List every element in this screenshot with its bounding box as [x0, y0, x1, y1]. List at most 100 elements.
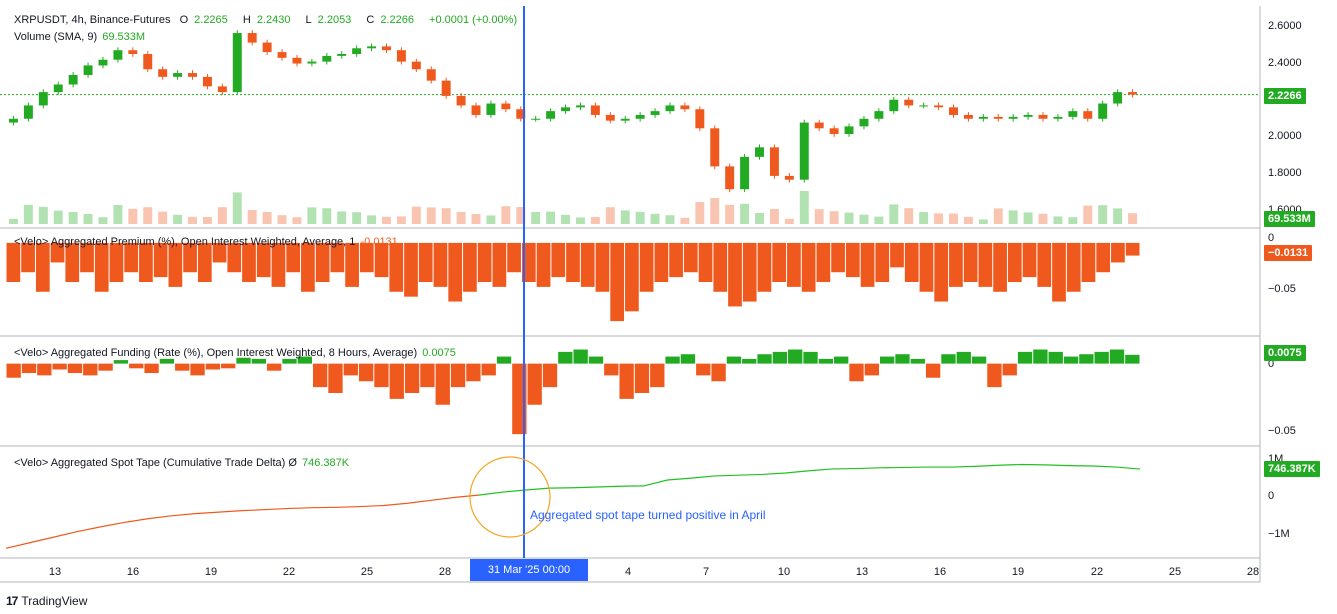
premium-bar — [669, 242, 683, 278]
funding-bar — [941, 354, 956, 364]
spot-value: 746.387K — [302, 457, 350, 469]
ohlc-open: O 2.2265 — [179, 14, 228, 26]
x-axis-label: 19 — [204, 566, 218, 578]
volume-bar — [247, 210, 257, 224]
premium-bar — [139, 242, 153, 282]
volume-bar — [456, 212, 466, 224]
funding-bar — [98, 363, 113, 371]
funding-bar — [328, 363, 343, 393]
funding-bar — [1063, 356, 1079, 364]
volume-bar — [695, 202, 705, 224]
premium-bar — [904, 242, 919, 282]
premium-bar — [50, 242, 65, 263]
x-axis-label: 25 — [360, 566, 374, 578]
funding-bar — [987, 363, 1002, 388]
premium-bar — [404, 242, 418, 297]
volume-bar — [814, 209, 824, 224]
volume-bar — [292, 217, 302, 224]
candle — [262, 42, 272, 53]
volume-bar — [426, 207, 436, 224]
candle — [396, 50, 406, 62]
candle — [710, 128, 720, 167]
premium-bar — [256, 242, 271, 278]
candle — [590, 105, 600, 115]
candle — [784, 175, 794, 180]
volume-bar — [23, 204, 33, 224]
candle — [650, 111, 660, 115]
funding-bar — [925, 363, 941, 378]
x-axis-label: 16 — [126, 566, 140, 578]
candle — [337, 54, 347, 56]
candle — [844, 126, 854, 134]
premium-bar — [463, 242, 477, 292]
ohlc-high: H 2.2430 — [242, 14, 291, 26]
funding-bar — [619, 363, 634, 399]
volume-bar — [217, 207, 227, 224]
premium-bar — [1096, 242, 1111, 273]
candle — [382, 46, 391, 51]
annotation-circle — [469, 456, 551, 538]
spot-tape-line-positive — [478, 463, 1141, 496]
premium-bar — [21, 242, 35, 273]
candle — [740, 156, 750, 190]
premium-bar — [801, 242, 816, 292]
candle — [546, 111, 556, 119]
funding-bar — [895, 354, 910, 364]
candle — [322, 55, 332, 62]
candle — [620, 118, 630, 121]
funding-bar — [496, 356, 512, 364]
premium-bar — [949, 242, 963, 287]
ohlc-low: L 2.2053 — [305, 14, 352, 26]
volume-bar — [784, 218, 794, 224]
funding-bar — [1125, 354, 1140, 364]
volume-bar — [501, 206, 511, 224]
premium-bar — [860, 242, 875, 287]
candle — [1083, 111, 1093, 119]
volume-bar — [1128, 213, 1138, 224]
volume-bar — [1113, 208, 1123, 224]
funding-bar — [175, 363, 190, 371]
funding-bar — [481, 363, 496, 376]
volume-bar — [1098, 205, 1108, 224]
tradingview-footer[interactable]: 17 TradingView — [6, 594, 87, 608]
candle — [695, 109, 705, 129]
volume-bar — [322, 208, 332, 224]
funding-bar — [542, 363, 558, 388]
funding-bar — [159, 358, 175, 364]
volume-bar — [725, 204, 735, 224]
candle — [680, 105, 690, 110]
volume-bar — [949, 213, 958, 224]
x-axis-label: 22 — [1090, 566, 1104, 578]
annotation-text: Aggregated spot tape turned positive in … — [530, 508, 766, 522]
funding-bar — [420, 363, 435, 388]
volume-bar — [158, 211, 168, 224]
candle — [769, 147, 779, 176]
candle — [352, 48, 362, 54]
volume-bar — [8, 218, 18, 224]
candle — [993, 116, 1003, 119]
premium-bar — [757, 242, 772, 292]
funding-scale-label: 0 — [1268, 358, 1275, 370]
spot-scale-label: 0 — [1268, 490, 1275, 502]
x-axis-label: 4 — [624, 566, 632, 578]
premium-bar — [1111, 242, 1125, 263]
volume-bar — [904, 208, 914, 224]
funding-bar — [37, 363, 52, 376]
volume-bar — [829, 211, 839, 224]
volume-bar — [128, 208, 138, 224]
volume-bar — [471, 214, 481, 224]
candle — [98, 59, 108, 66]
candle — [8, 118, 18, 123]
funding-bar — [803, 351, 818, 364]
premium-bar — [919, 242, 934, 292]
premium-bar — [168, 242, 183, 287]
candle — [217, 86, 227, 93]
volume-bar — [889, 204, 899, 224]
premium-bar — [993, 242, 1007, 292]
volume-bar — [1023, 212, 1033, 224]
price-scale-label: 1.8000 — [1268, 167, 1302, 179]
funding-bar — [696, 363, 711, 376]
premium-bar — [831, 242, 845, 273]
spot-legend: <Velo> Aggregated Spot Tape (Cumulative … — [14, 457, 349, 469]
